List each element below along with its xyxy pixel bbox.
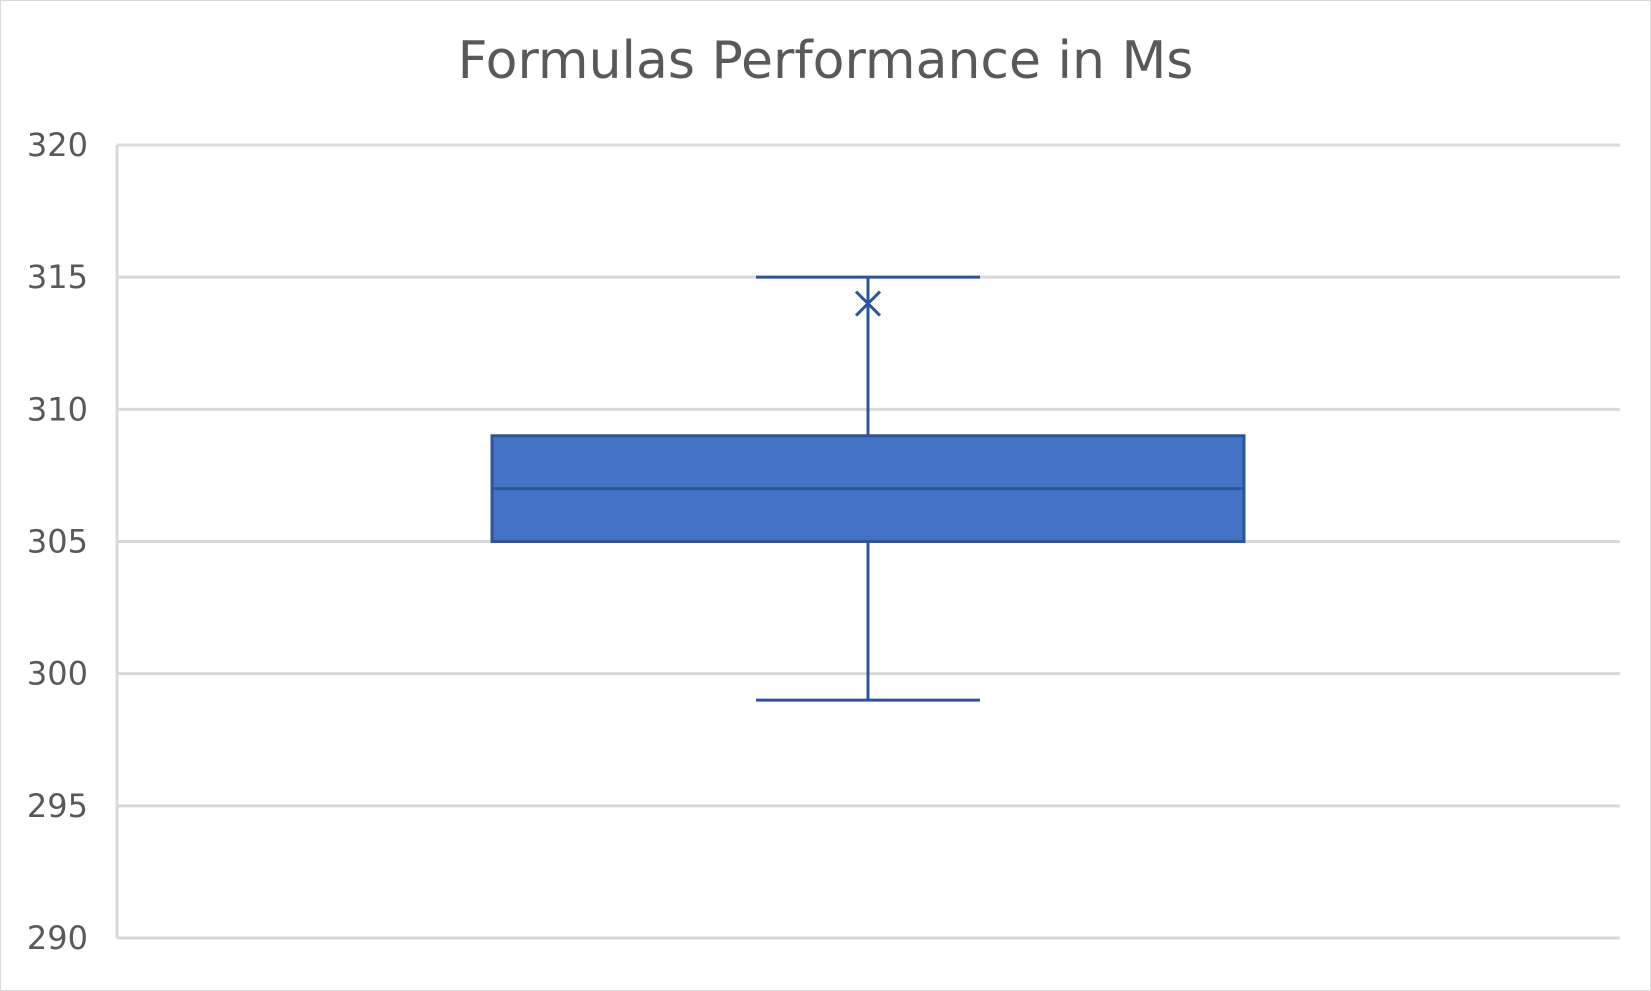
y-tick-label: 315 — [27, 258, 88, 296]
y-tick-label: 300 — [27, 655, 88, 693]
y-tick-label: 305 — [27, 523, 88, 561]
y-tick-label: 320 — [27, 126, 88, 164]
y-tick-label: 310 — [27, 390, 88, 428]
mean-marker-stroke-b — [854, 290, 882, 317]
mean-marker — [854, 290, 882, 317]
y-tick-label: 295 — [27, 787, 88, 825]
box-plot-series — [490, 275, 1246, 702]
chart-title: Formulas Performance in Ms — [457, 31, 1194, 91]
y-tick-label: 290 — [27, 919, 88, 957]
y-axis-tick-labels: 290 295 300 305 310 315 320 — [27, 126, 88, 957]
